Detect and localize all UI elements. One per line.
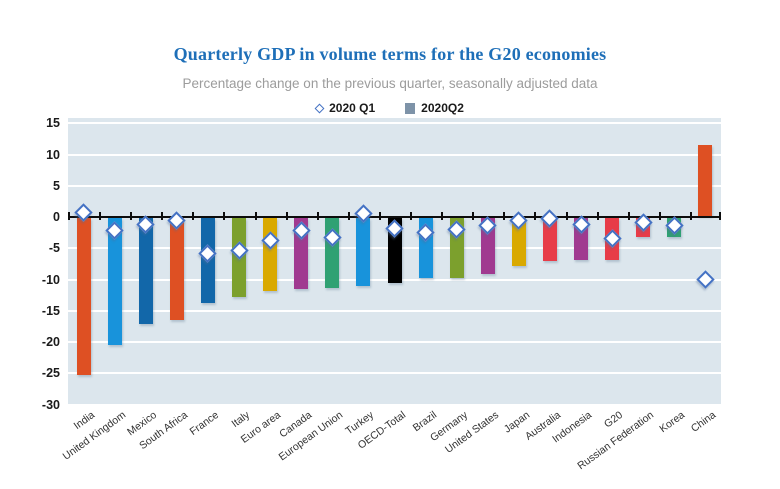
y-tick-label: -10 xyxy=(41,272,60,287)
axis-tick xyxy=(378,212,381,220)
axis-tick xyxy=(565,212,568,220)
axis-tick xyxy=(658,212,661,220)
bar-2020q2-south-africa xyxy=(169,218,184,320)
axis-tick xyxy=(99,212,102,220)
bar-2020q2-united-kingdom xyxy=(107,218,122,345)
diamond-marker-icon xyxy=(314,103,325,113)
plot-area: 15 10 5 0 -5 -10 -15 -20 -25 -30 India United Kingd… xyxy=(42,116,721,472)
axis-tick xyxy=(130,212,133,220)
axis-tick xyxy=(596,212,599,220)
gridline-y15 xyxy=(68,122,721,125)
y-tick-label: -25 xyxy=(41,366,60,381)
axis-tick xyxy=(347,212,350,220)
gridline-y-15 xyxy=(68,309,721,312)
gridline-y-25 xyxy=(68,372,721,375)
axis-tick xyxy=(503,212,506,220)
axis-tick xyxy=(689,212,692,220)
axis-tick xyxy=(534,212,537,220)
bar-2020q2-china xyxy=(698,145,713,216)
y-tick-label: -15 xyxy=(41,303,60,318)
axis-tick xyxy=(719,212,721,220)
legend-label-q2: 2020Q2 xyxy=(421,101,464,115)
legend-item-q1: 2020 Q1 xyxy=(314,101,376,115)
chart-title: Quarterly GDP in volume terms for the G2… xyxy=(173,44,607,64)
axis-tick xyxy=(223,212,226,220)
axis-tick xyxy=(285,212,288,220)
square-marker-icon xyxy=(405,102,416,114)
gridline-y-20 xyxy=(68,341,721,343)
axis-tick xyxy=(316,212,319,220)
axis-tick xyxy=(254,212,257,220)
y-tick-label: 0 xyxy=(53,210,60,224)
y-tick-label: 10 xyxy=(46,147,60,162)
gridline-y10 xyxy=(68,153,721,156)
y-tick-label: 5 xyxy=(53,178,60,193)
x-axis-zero-line xyxy=(68,216,721,218)
axis-tick xyxy=(441,212,444,220)
bar-2020q2-euro-area xyxy=(263,218,278,291)
axis-tick xyxy=(161,212,164,220)
bar-2020q2-australia xyxy=(542,218,557,261)
axis-tick xyxy=(192,212,195,220)
bar-2020q2-mexico xyxy=(138,218,153,324)
axis-tick xyxy=(472,212,475,220)
gridline-y-30 xyxy=(68,403,721,406)
y-tick-label: -20 xyxy=(41,335,60,349)
y-tick-label: 15 xyxy=(46,116,60,131)
legend-label-q1: 2020 Q1 xyxy=(329,101,376,115)
legend-item-q2: 2020Q2 xyxy=(405,101,464,115)
gridline-y5 xyxy=(68,184,721,187)
y-tick-label: -5 xyxy=(48,241,60,256)
marker-2020q1-china xyxy=(696,270,715,289)
bar-2020q2-india xyxy=(76,218,91,375)
y-tick-label: -30 xyxy=(41,397,60,412)
bar-2020q2-japan xyxy=(511,218,526,267)
bar-2020q2-turkey xyxy=(356,218,371,286)
chart-subtitle: Percentage change on the previous quarte… xyxy=(182,76,598,91)
axis-tick xyxy=(410,212,413,220)
chart-legend: 2020 Q1 2020Q2 xyxy=(0,101,780,115)
axis-tick xyxy=(627,212,630,220)
axis-tick xyxy=(68,212,70,220)
